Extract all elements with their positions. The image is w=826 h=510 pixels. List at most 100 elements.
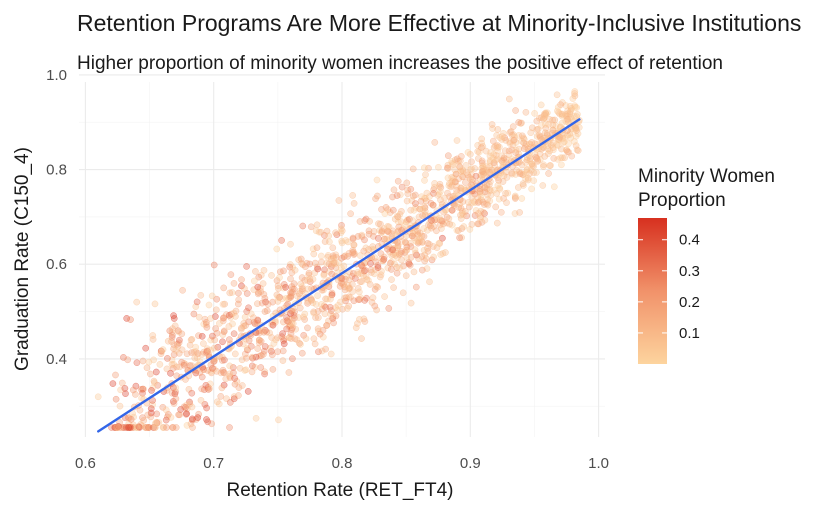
- data-point: [304, 298, 312, 305]
- data-point: [338, 221, 345, 229]
- data-point: [195, 410, 202, 418]
- data-point: [132, 382, 140, 390]
- data-point: [374, 264, 382, 271]
- data-point: [338, 227, 346, 235]
- data-point: [311, 259, 319, 267]
- data-point: [118, 379, 126, 387]
- data-point: [205, 351, 212, 359]
- data-point: [175, 339, 183, 347]
- data-point: [373, 306, 380, 314]
- data-point: [478, 157, 486, 165]
- data-point: [177, 406, 185, 413]
- data-point: [314, 314, 322, 321]
- x-tick-label: 0.6: [75, 455, 96, 472]
- data-point: [503, 174, 511, 181]
- x-tick-label: 0.9: [460, 455, 481, 472]
- data-point: [500, 154, 508, 162]
- data-point: [390, 284, 397, 291]
- data-point: [274, 298, 282, 305]
- data-point: [280, 318, 287, 326]
- data-point: [117, 386, 124, 394]
- data-point: [274, 334, 282, 342]
- data-point: [295, 314, 302, 321]
- data-point: [456, 234, 463, 242]
- data-point: [371, 302, 379, 310]
- data-point: [314, 265, 322, 273]
- data-point: [511, 195, 519, 202]
- data-point: [358, 335, 365, 342]
- data-point: [509, 123, 517, 130]
- data-point: [301, 310, 309, 318]
- data-point: [455, 157, 462, 165]
- data-point: [390, 186, 398, 194]
- data-point: [541, 129, 549, 137]
- data-point: [564, 115, 571, 123]
- data-point: [356, 252, 364, 259]
- data-point: [213, 295, 221, 303]
- data-point: [130, 413, 137, 421]
- data-point: [429, 201, 437, 209]
- data-point: [349, 234, 357, 242]
- data-point: [361, 318, 369, 325]
- data-point: [151, 300, 159, 308]
- data-point: [461, 185, 469, 193]
- data-point: [230, 280, 238, 287]
- data-point: [287, 294, 295, 301]
- data-point: [210, 261, 218, 269]
- data-point: [194, 350, 202, 357]
- data-point: [573, 146, 581, 154]
- data-point: [329, 315, 337, 322]
- data-point: [436, 183, 443, 190]
- data-point: [407, 185, 415, 193]
- data-point: [321, 310, 329, 318]
- x-tick-label: 0.7: [203, 455, 224, 472]
- data-point: [243, 345, 251, 352]
- data-point: [573, 104, 581, 111]
- data-point: [170, 351, 178, 358]
- data-point: [558, 161, 565, 169]
- data-point: [421, 177, 428, 184]
- data-point: [182, 410, 190, 418]
- data-point: [287, 275, 294, 283]
- data-point: [338, 239, 346, 247]
- data-point: [551, 116, 559, 124]
- data-point: [129, 386, 137, 394]
- data-point: [394, 238, 401, 246]
- data-point: [512, 149, 520, 156]
- data-point: [454, 227, 462, 234]
- data-point: [446, 220, 453, 228]
- data-point: [354, 233, 362, 240]
- data-point: [471, 165, 479, 172]
- data-point: [195, 313, 203, 321]
- data-point: [250, 277, 258, 285]
- data-point: [533, 169, 540, 176]
- data-point: [424, 247, 432, 255]
- data-point: [274, 348, 282, 356]
- data-point: [567, 105, 575, 112]
- data-point: [210, 365, 218, 373]
- data-point: [269, 321, 277, 329]
- data-point: [332, 229, 339, 237]
- data-point: [561, 154, 568, 162]
- data-point: [300, 331, 308, 339]
- data-point: [369, 232, 377, 240]
- data-point: [549, 126, 557, 134]
- data-point: [329, 256, 337, 264]
- data-point: [337, 225, 345, 233]
- data-point: [350, 297, 358, 305]
- data-point: [505, 95, 513, 103]
- data-point: [474, 148, 482, 155]
- data-point: [279, 347, 287, 355]
- data-point: [420, 246, 428, 254]
- data-point: [371, 254, 379, 261]
- data-point: [163, 424, 170, 431]
- data-point: [449, 177, 457, 185]
- data-point: [252, 353, 260, 361]
- data-point: [209, 332, 216, 340]
- y-axis-ticks: 0.4 0.6 0.8 1.0: [46, 67, 67, 368]
- data-point: [247, 342, 255, 350]
- data-point: [444, 165, 452, 172]
- data-point: [378, 267, 385, 275]
- data-point: [408, 232, 416, 240]
- data-point: [313, 221, 321, 229]
